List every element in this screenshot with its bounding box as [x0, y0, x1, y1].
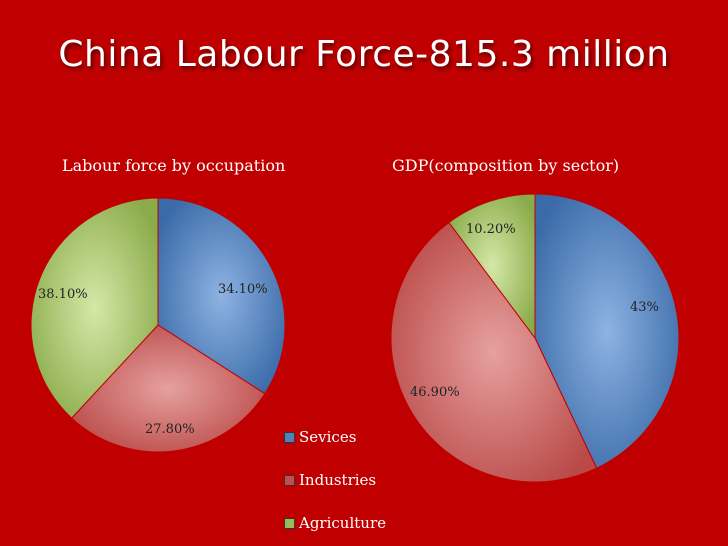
pie-2-slice-industries: [390, 221, 598, 483]
title-part-2: 815.3 million: [428, 34, 670, 75]
title-part-1: China Labour Force-: [58, 34, 429, 75]
pie-1-label-agriculture: 38.10%: [38, 287, 88, 302]
pie-1-label-industries: 27.80%: [145, 422, 195, 437]
pie-2-label-industries: 46.90%: [410, 385, 460, 400]
pie-2-label-agriculture: 10.20%: [466, 222, 516, 237]
pie-2-slice-services: [534, 193, 680, 469]
legend-item-industries: Industries: [284, 471, 376, 489]
legend-label-agriculture: Agriculture: [299, 514, 386, 532]
pie-2-label-services: 43%: [630, 300, 659, 315]
pie-1-label-services: 34.10%: [218, 282, 268, 297]
chart-1-title: Labour force by occupation: [62, 156, 286, 175]
legend-item-services: Sevices: [284, 428, 356, 446]
legend-label-services: Sevices: [299, 428, 357, 446]
pie-1-slice-agriculture: [30, 197, 159, 419]
chart-2-title: GDP(composition by sector): [392, 156, 620, 175]
legend-item-agriculture: Agriculture: [284, 514, 386, 532]
pie-2-slice-agriculture: [448, 193, 536, 340]
pie-1-slice-industries: [70, 324, 266, 453]
legend-swatch-services: [284, 431, 295, 443]
pie-1-slice-services: [157, 197, 286, 395]
slide-title: China Labour Force-815.3 million: [0, 34, 728, 75]
legend-swatch-industries: [284, 474, 295, 486]
legend-swatch-agriculture: [284, 517, 295, 529]
legend-label-industries: Industries: [299, 471, 377, 489]
